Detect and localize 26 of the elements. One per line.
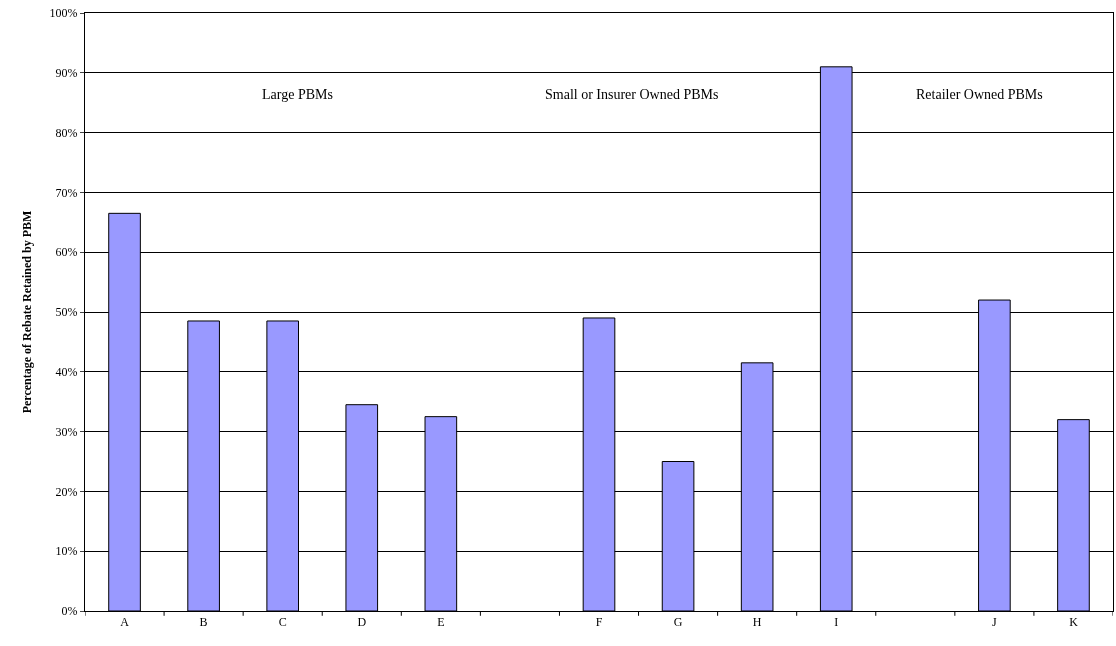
y-tick-label: 70%	[55, 185, 78, 200]
x-tick-label: F	[595, 615, 603, 630]
y-tick-label: 20%	[55, 484, 78, 499]
x-tick-label: J	[992, 615, 998, 630]
y-tick-label: 60%	[55, 245, 78, 260]
x-tick-label: I	[834, 615, 839, 630]
annotation: Large PBMs	[262, 87, 333, 102]
x-tick-label: H	[752, 615, 762, 630]
y-tick-label: 40%	[55, 365, 78, 379]
y-tick-label: 10%	[55, 544, 78, 559]
x-tick-label: D	[357, 615, 367, 630]
y-tick-label: 50%	[55, 305, 78, 320]
x-tick-label: G	[673, 615, 683, 630]
y-tick-label: 90%	[55, 66, 78, 80]
x-tick-label: C	[278, 615, 287, 630]
annotation: Small or Insurer Owned PBMs	[545, 87, 719, 102]
y-tick-label: 30%	[55, 424, 78, 439]
x-tick-label: E	[437, 615, 445, 630]
x-tick-label: A	[120, 615, 130, 630]
x-tick-label: B	[199, 615, 208, 630]
x-tick-label: K	[1069, 615, 1079, 630]
y-tick-label: 0%	[61, 604, 78, 619]
annotation: Retailer Owned PBMs	[916, 87, 1043, 102]
y-tick-label: 80%	[55, 125, 78, 140]
y-axis-title: Percentage of Rebate Retained by PBM	[19, 210, 34, 414]
y-tick-label: 100%	[49, 6, 78, 21]
